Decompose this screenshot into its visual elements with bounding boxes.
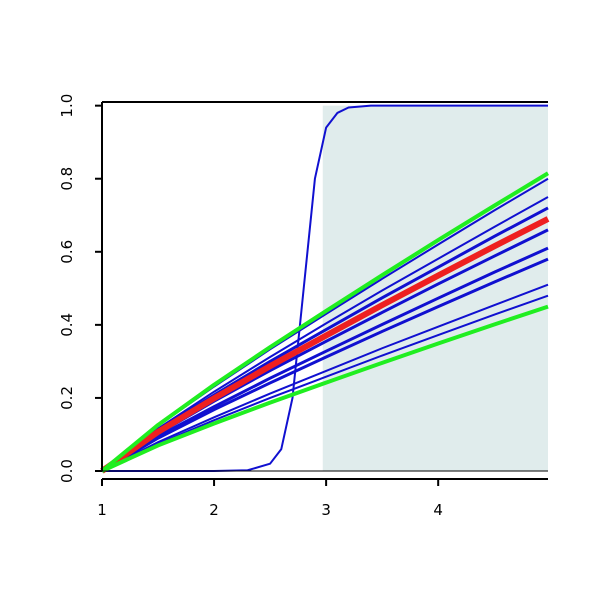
y-tick-label: 0.0: [58, 459, 76, 483]
series-line: [101, 283, 549, 472]
y-tick-label: 0.8: [58, 167, 76, 191]
series-line: [100, 171, 550, 473]
y-tick-label: 0.6: [58, 240, 76, 264]
series-line: [101, 246, 549, 473]
series-line: [101, 196, 549, 472]
x-tick-label: 4: [433, 501, 443, 519]
x-tick-label: 2: [209, 501, 219, 519]
series-line: [101, 304, 549, 473]
x-tick-label: 1: [97, 501, 107, 519]
series-line: [101, 257, 549, 473]
series-line: [100, 216, 550, 474]
y-tick-label: 0.4: [58, 313, 76, 337]
series-line: [102, 104, 548, 472]
shaded-region: [322, 105, 548, 471]
y-tick-label: 1.0: [58, 94, 76, 118]
x-tick-label: 3: [321, 501, 331, 519]
y-tick-label: 0.2: [58, 386, 76, 410]
